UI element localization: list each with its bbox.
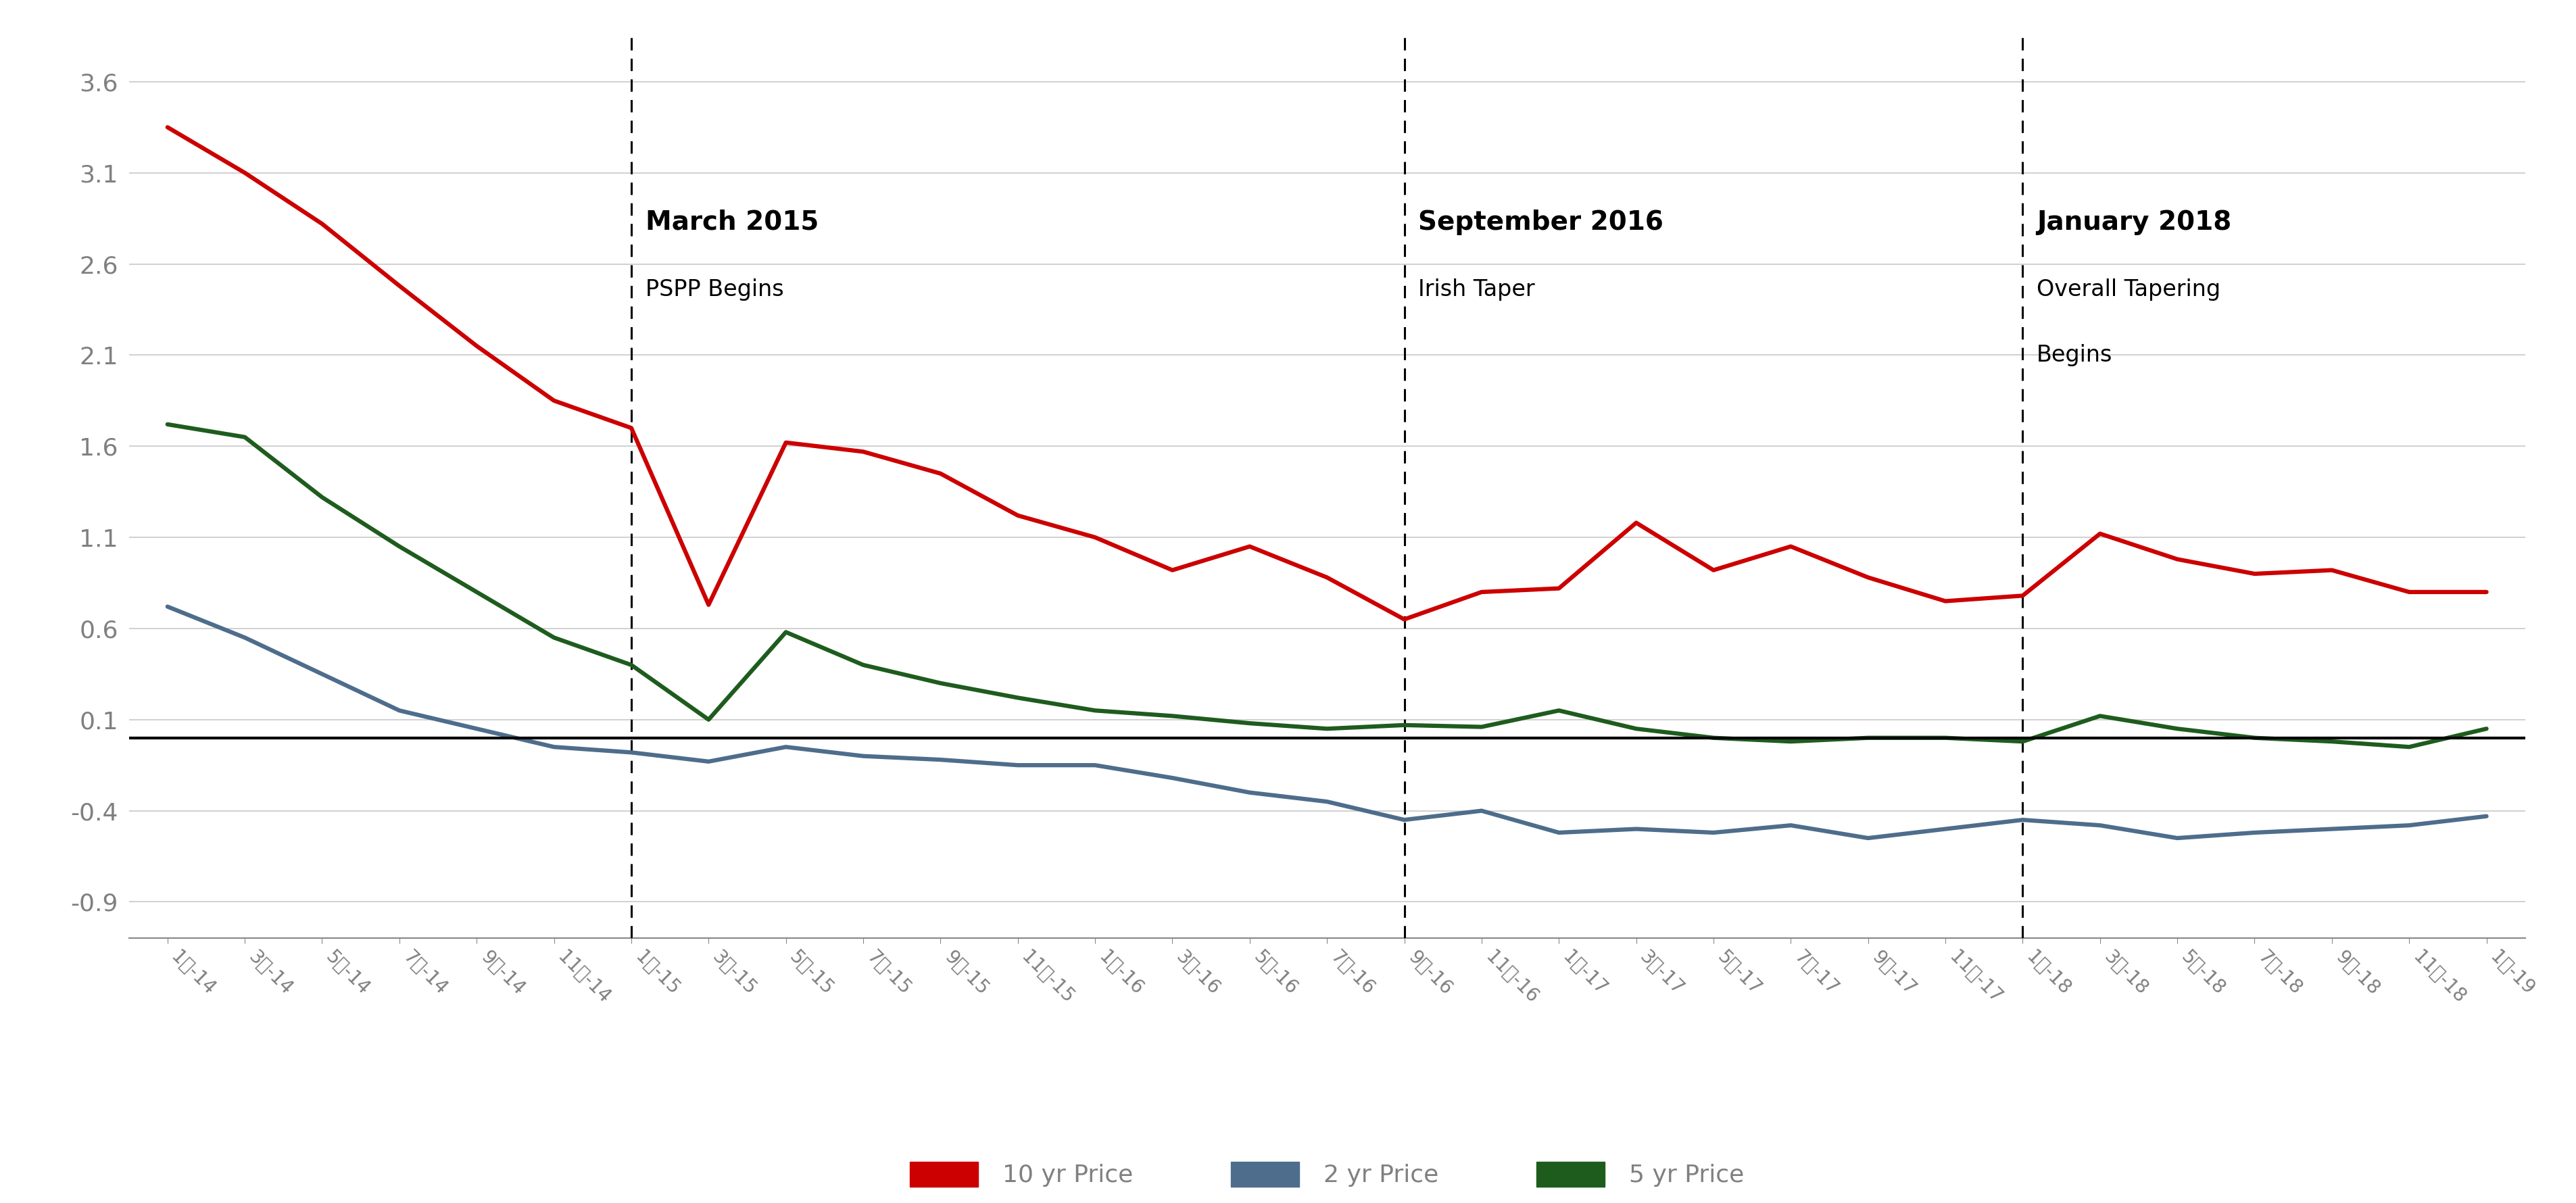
Text: PSPP Begins: PSPP Begins xyxy=(644,279,783,301)
Text: Overall Tapering: Overall Tapering xyxy=(2035,279,2221,301)
Text: Begins: Begins xyxy=(2035,344,2112,367)
Text: September 2016: September 2016 xyxy=(1417,209,1664,235)
Text: Irish Taper: Irish Taper xyxy=(1417,279,1535,301)
Text: January 2018: January 2018 xyxy=(2035,209,2231,235)
Text: March 2015: March 2015 xyxy=(644,209,819,235)
Legend: 10 yr Price, 2 yr Price, 5 yr Price: 10 yr Price, 2 yr Price, 5 yr Price xyxy=(899,1151,1754,1197)
